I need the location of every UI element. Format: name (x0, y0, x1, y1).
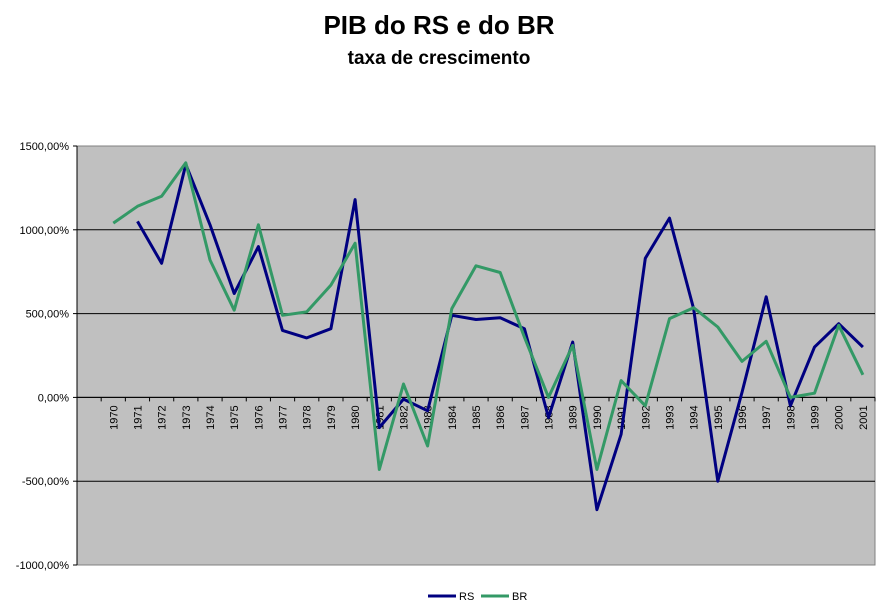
x-tick-label: 1980 (350, 405, 362, 429)
y-tick-label: -1000,00% (16, 560, 69, 572)
legend-label-br: BR (512, 591, 527, 603)
y-tick-label: 0,00% (38, 392, 69, 404)
x-tick-label: 1974 (205, 405, 217, 429)
x-tick-label: 1994 (689, 405, 701, 429)
x-tick-label: 1971 (132, 405, 144, 429)
series-lines (112, 161, 865, 512)
x-tick-label: 1993 (664, 405, 676, 429)
x-tick-label: 1987 (519, 405, 531, 429)
x-tick-label: 1989 (568, 405, 580, 429)
y-axis: -1000,00% -500,00% 0,00% 500,00% 1000,00% 150… (16, 141, 78, 572)
x-tick-label: 2000 (834, 405, 846, 429)
x-tick-label: 1975 (229, 405, 241, 429)
plot-area (76, 145, 876, 566)
y-tick-label: 500,00% (26, 309, 70, 321)
y-tick-label: 1000,00% (19, 225, 69, 237)
y-tick-label: -500,00% (22, 476, 69, 488)
series-line-br (112, 161, 865, 471)
y-tick-label: 1500,00% (19, 141, 69, 153)
x-tick-label: 1970 (108, 405, 120, 429)
x-tick-label: 1986 (495, 405, 507, 429)
x-tick-label: 1972 (157, 405, 169, 429)
x-tick-label: 1984 (447, 405, 459, 429)
chart-title: PIB do RS e do BR (323, 10, 555, 40)
x-tick-label: 1990 (592, 405, 604, 429)
x-tick-label: 1979 (326, 405, 338, 429)
x-tick-label: 1978 (302, 405, 314, 429)
chart-subtitle: taxa de crescimento (347, 48, 531, 69)
x-tick-label: 1997 (761, 405, 773, 429)
x-tick-label: 2001 (858, 405, 870, 429)
x-tick-label: 1982 (398, 405, 410, 429)
series-line-rs (136, 162, 864, 512)
x-tick-label: 1973 (181, 405, 193, 429)
x-tick-label: 1998 (785, 405, 797, 429)
x-tick-label: 1985 (471, 405, 483, 429)
x-tick-label: 1976 (253, 405, 265, 429)
x-tick-label: 1999 (810, 405, 822, 429)
legend: RS BR (428, 591, 527, 603)
x-tick-label: 1992 (640, 405, 652, 429)
x-tick-label: 1995 (713, 405, 725, 429)
x-tick-label: 1996 (737, 405, 749, 429)
legend-label-rs: RS (459, 591, 474, 603)
x-tick-label: 1977 (278, 405, 290, 429)
